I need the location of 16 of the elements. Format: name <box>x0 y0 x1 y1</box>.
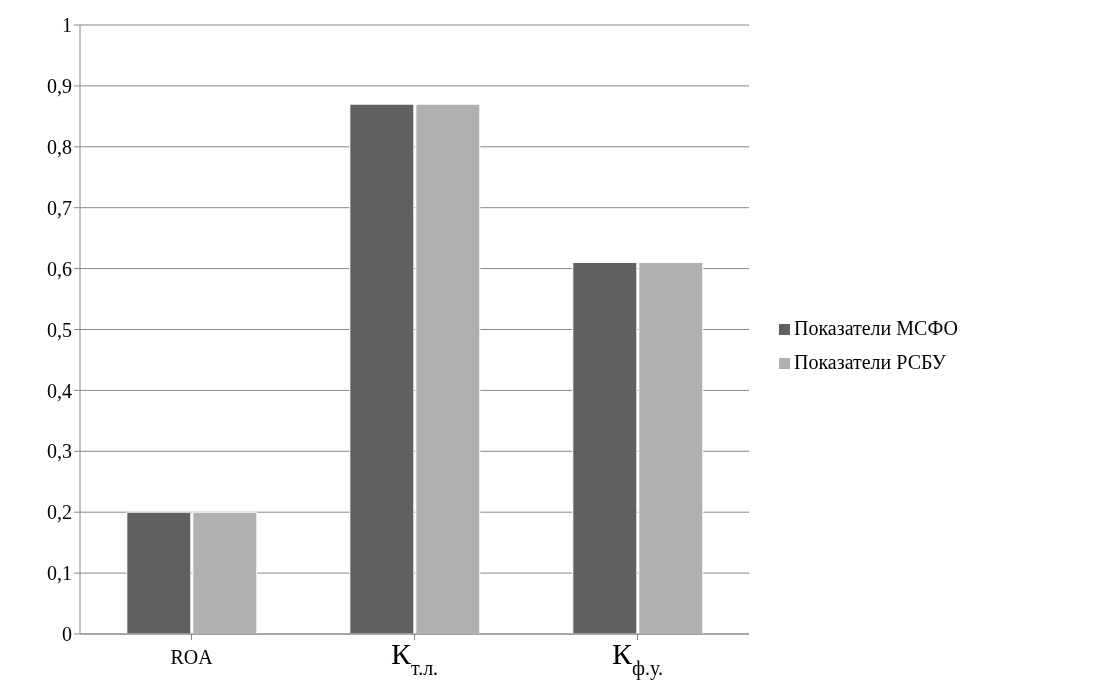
y-tick-label: 0,8 <box>47 135 72 158</box>
y-tick-label: 1 <box>62 14 72 37</box>
y-tick-label: 0,4 <box>47 379 72 402</box>
legend-label: Показатели МСФО <box>794 316 958 339</box>
x-tick-label: ROA <box>170 646 214 668</box>
x-tick-label: К$_{ф.у.}$ <box>612 637 663 680</box>
y-tick-label: 0,3 <box>47 440 72 463</box>
y-tick-label: 0,7 <box>47 196 72 219</box>
legend-label: Показатели РСБУ <box>794 350 946 373</box>
y-tick-label: 0,1 <box>47 562 72 585</box>
y-tick-label: 0,5 <box>47 318 72 341</box>
y-tick-label: 0,9 <box>47 75 72 97</box>
y-tick-label: 0,2 <box>47 501 72 524</box>
y-tick-label: 0,6 <box>47 257 72 280</box>
x-tick-label: К$_{т.л.}$ <box>390 637 439 679</box>
y-tick-label: 0 <box>62 623 72 646</box>
